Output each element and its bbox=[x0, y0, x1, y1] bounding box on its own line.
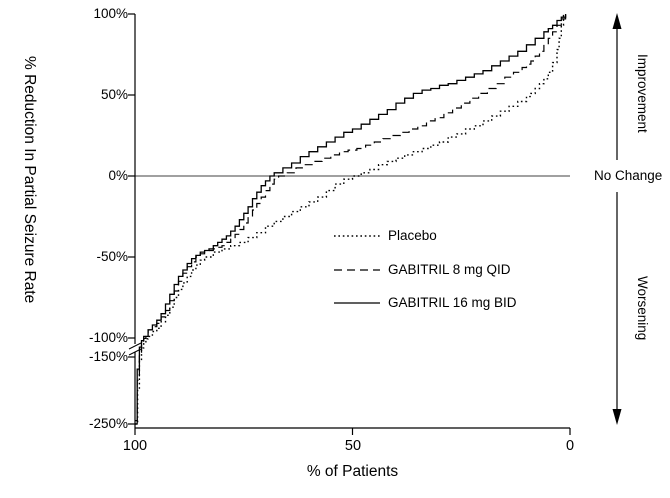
legend-label-8mg-qid: GABITRIL 8 mg QID bbox=[388, 262, 511, 277]
y-axis-title: % Reduction In Partial Seizure Rate bbox=[21, 56, 38, 304]
y-tick-label-50: 50% bbox=[100, 87, 128, 102]
x-tick-label-0: 0 bbox=[565, 438, 575, 454]
legend-label-placebo: Placebo bbox=[388, 228, 437, 243]
series-line-gabitril-16-mg-bid bbox=[135, 14, 567, 422]
y-tick-label-n150: -150% bbox=[88, 349, 128, 364]
series-line-gabitril-8-mg-qid bbox=[135, 14, 567, 425]
y-tick-label-0: 0% bbox=[108, 168, 128, 183]
worsening-arrow-head bbox=[612, 409, 622, 425]
y-tick-label-n100: -100% bbox=[88, 330, 128, 345]
worsening-label: Worsening bbox=[635, 275, 650, 341]
improvement-label: Improvement bbox=[635, 53, 650, 133]
y-tick-label-n50: -50% bbox=[96, 249, 128, 264]
no-change-label: No Change bbox=[594, 168, 663, 183]
improvement-arrow-head bbox=[612, 13, 622, 29]
axis-break-mark bbox=[128, 342, 142, 350]
series-line-placebo bbox=[135, 14, 565, 425]
y-tick-label-100: 100% bbox=[93, 6, 128, 21]
y-tick-label-n250: -250% bbox=[88, 416, 128, 431]
x-tick-label-50: 50 bbox=[344, 438, 362, 454]
legend-label-16mg-bid: GABITRIL 16 mg BID bbox=[388, 295, 517, 310]
x-axis-title: % of Patients bbox=[306, 463, 399, 480]
x-tick-label-100: 100 bbox=[122, 438, 148, 454]
